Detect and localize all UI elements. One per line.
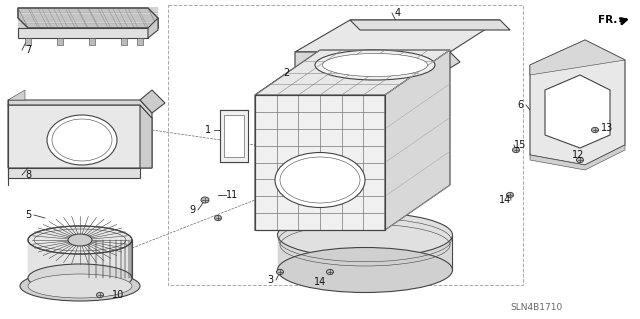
Text: 6: 6 bbox=[517, 100, 523, 110]
Text: 15: 15 bbox=[514, 140, 526, 150]
Bar bbox=[137, 38, 143, 45]
Ellipse shape bbox=[28, 226, 132, 254]
Ellipse shape bbox=[591, 127, 598, 133]
Polygon shape bbox=[8, 105, 152, 168]
Text: 4: 4 bbox=[395, 8, 401, 18]
Bar bbox=[168, 5, 523, 285]
Text: FR.: FR. bbox=[598, 15, 618, 25]
Polygon shape bbox=[295, 52, 460, 92]
Polygon shape bbox=[28, 240, 132, 278]
Polygon shape bbox=[530, 40, 625, 75]
Ellipse shape bbox=[275, 152, 365, 207]
Ellipse shape bbox=[28, 274, 132, 298]
Polygon shape bbox=[8, 90, 25, 100]
Ellipse shape bbox=[278, 248, 452, 293]
Ellipse shape bbox=[97, 293, 104, 298]
Ellipse shape bbox=[278, 212, 452, 257]
Text: 5: 5 bbox=[25, 210, 31, 220]
Polygon shape bbox=[140, 105, 152, 168]
Ellipse shape bbox=[315, 50, 435, 80]
Ellipse shape bbox=[323, 54, 428, 77]
Polygon shape bbox=[530, 40, 625, 165]
Polygon shape bbox=[18, 28, 148, 38]
Text: 1: 1 bbox=[205, 125, 211, 135]
Text: 14: 14 bbox=[499, 195, 511, 205]
Polygon shape bbox=[18, 8, 158, 28]
Ellipse shape bbox=[68, 234, 92, 246]
Text: 7: 7 bbox=[25, 45, 31, 55]
Ellipse shape bbox=[506, 192, 513, 198]
Polygon shape bbox=[8, 100, 152, 118]
Polygon shape bbox=[8, 168, 140, 178]
Polygon shape bbox=[220, 110, 248, 162]
Ellipse shape bbox=[201, 197, 209, 203]
Text: 12: 12 bbox=[572, 150, 584, 160]
Polygon shape bbox=[255, 95, 385, 230]
Ellipse shape bbox=[577, 157, 584, 163]
Polygon shape bbox=[255, 50, 450, 95]
Polygon shape bbox=[530, 145, 625, 170]
Ellipse shape bbox=[28, 264, 132, 292]
Text: 9: 9 bbox=[189, 205, 195, 215]
Text: 8: 8 bbox=[25, 170, 31, 180]
Bar bbox=[89, 38, 95, 45]
Ellipse shape bbox=[513, 147, 520, 152]
Bar bbox=[57, 38, 63, 45]
Polygon shape bbox=[278, 235, 452, 270]
Bar bbox=[25, 38, 31, 45]
Text: 2: 2 bbox=[283, 68, 289, 78]
Polygon shape bbox=[224, 115, 244, 157]
Polygon shape bbox=[545, 75, 610, 148]
Text: 10: 10 bbox=[112, 290, 124, 300]
Ellipse shape bbox=[214, 215, 221, 221]
Ellipse shape bbox=[276, 269, 284, 275]
Ellipse shape bbox=[326, 269, 333, 275]
Polygon shape bbox=[255, 50, 320, 230]
Text: 11: 11 bbox=[226, 190, 238, 200]
Bar bbox=[121, 38, 127, 45]
Ellipse shape bbox=[20, 271, 140, 301]
Polygon shape bbox=[385, 50, 450, 230]
Polygon shape bbox=[350, 20, 510, 30]
Polygon shape bbox=[295, 20, 500, 52]
Ellipse shape bbox=[47, 115, 117, 165]
Text: 14: 14 bbox=[314, 277, 326, 287]
Text: 3: 3 bbox=[267, 275, 273, 285]
Polygon shape bbox=[148, 18, 158, 38]
Text: 13: 13 bbox=[601, 123, 613, 133]
Polygon shape bbox=[140, 90, 165, 113]
Text: SLN4B1710: SLN4B1710 bbox=[510, 303, 563, 313]
